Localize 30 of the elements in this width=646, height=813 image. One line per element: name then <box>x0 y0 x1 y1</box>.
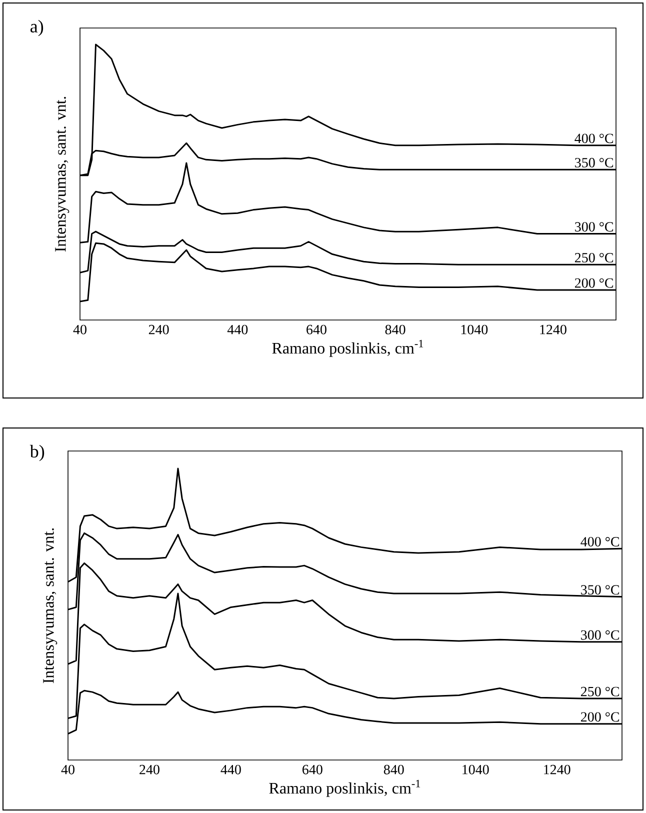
y-axis-title: Intensyvumas, sant. vnt. <box>55 96 70 252</box>
x-tick-label: 1040 <box>462 764 489 774</box>
series-label: 350 °C <box>575 158 614 168</box>
x-tick-label: 1040 <box>461 324 488 334</box>
x-tick-label: 240 <box>148 324 169 334</box>
x-tick-label: 40 <box>73 324 86 334</box>
series-label: 300 °C <box>575 222 614 232</box>
y-axis-title: Intensyvumas, sant. vnt. <box>43 528 58 684</box>
series-label: 350 °C <box>581 585 620 595</box>
x-axis-title: Ramano poslinkis, cm$^{-1}$ <box>269 780 420 797</box>
series-label: 400 °C <box>574 134 614 144</box>
series-label: 200 °C <box>574 278 614 288</box>
series-label: 400 °C <box>580 537 620 546</box>
x-tick-label: 1240 <box>544 764 570 774</box>
x-tick-label: 240 <box>140 764 160 774</box>
x-tick-label: 440 <box>227 324 248 334</box>
x-tick-label: 840 <box>385 324 406 334</box>
x-tick-label: 640 <box>302 764 322 774</box>
series-label: 250 °C <box>574 252 614 262</box>
x-tick-label: 640 <box>306 324 326 334</box>
series-label: 200 °C <box>580 712 620 722</box>
chart-title: a) <box>30 20 44 36</box>
chart-title: b) <box>30 444 44 462</box>
series-label: 300 °C <box>581 630 620 640</box>
x-tick-label: 1240 <box>540 324 566 334</box>
x-tick-label: 440 <box>220 764 241 774</box>
x-axis-title: Ramano poslinkis, cm$^{-1}$ <box>272 340 424 357</box>
series-label: 250 °C <box>580 686 620 696</box>
x-tick-label: 840 <box>384 764 404 774</box>
x-tick-label: 40 <box>61 764 74 774</box>
